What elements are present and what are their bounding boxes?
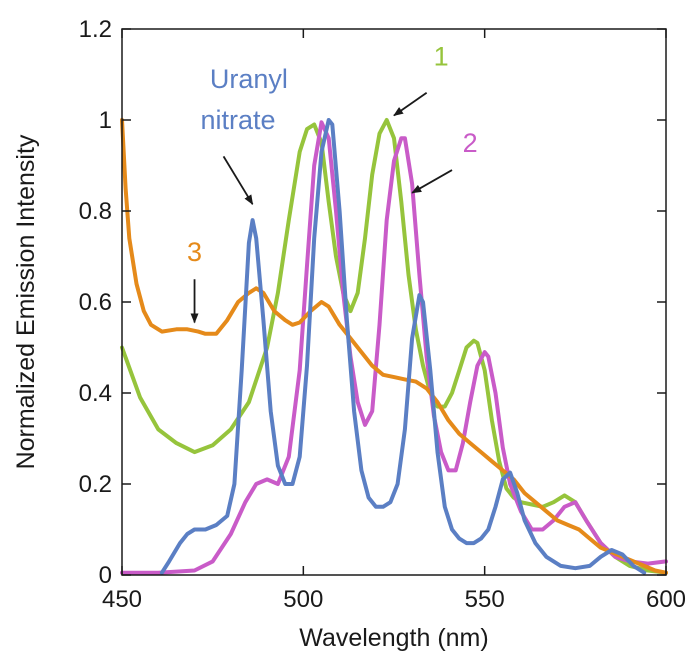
x-tick-label: 550	[465, 586, 505, 613]
annotation-arrow	[393, 91, 428, 117]
y-tick-label: 0.2	[79, 471, 112, 498]
series-annotation-label: Uranyl	[210, 64, 288, 94]
series-annotation-label: 1	[434, 41, 449, 71]
y-tick-label: 0.4	[79, 380, 112, 407]
y-tick-label: 0.6	[79, 289, 112, 316]
y-tick-label: 1.2	[79, 16, 112, 43]
x-tick-label: 450	[102, 586, 142, 613]
annotation-arrow	[411, 169, 453, 194]
series-line-1	[120, 118, 668, 575]
y-tick-label: 1	[99, 107, 112, 134]
series-annotation-label: 3	[187, 237, 202, 267]
x-tick-label: 500	[283, 586, 323, 613]
annotations: 1 2 3 Uranyl nitrate	[187, 41, 478, 324]
x-axis-title: Wavelength (nm)	[299, 624, 488, 652]
series-layer	[120, 118, 668, 575]
annotation-arrow	[222, 155, 254, 206]
y-axis-title: Normalized Emission Intensity	[12, 134, 40, 469]
series-line-3	[120, 118, 668, 575]
y-tick-label: 0.8	[79, 198, 112, 225]
x-tick-label: 600	[646, 586, 686, 613]
series-annotation-label: 2	[463, 128, 478, 158]
series-line-2	[120, 120, 668, 575]
series-annotation-label: nitrate	[201, 105, 276, 135]
series-line-4	[159, 118, 647, 575]
axis-ticks: 450 500 550 600 0 0.2 0.4 0.6 0.8 1 1.2	[79, 16, 686, 613]
y-tick-label: 0	[99, 562, 112, 589]
